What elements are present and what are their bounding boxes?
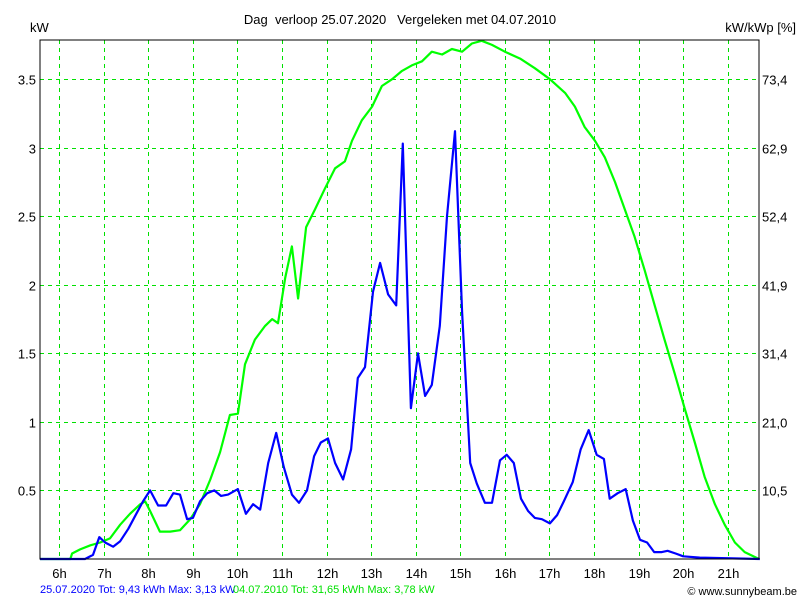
y2-tick-label: 62,9 bbox=[762, 142, 787, 157]
y2-tick-label: 41,9 bbox=[762, 279, 787, 294]
y2-tick-label: 52,4 bbox=[762, 210, 787, 225]
x-tick-label: 14h bbox=[406, 566, 428, 581]
y2-tick-label: 21,0 bbox=[762, 416, 787, 431]
y2-tick-label: 31,4 bbox=[762, 347, 787, 362]
footer-series2: 04.07.2010 Tot: 31,65 kWh Max: 3,78 kW bbox=[233, 584, 435, 596]
x-tick-label: 8h bbox=[141, 566, 155, 581]
x-tick-label: 13h bbox=[361, 566, 383, 581]
x-tick-label: 11h bbox=[272, 566, 293, 581]
footer-series1: 25.07.2020 Tot: 9,43 kWh Max: 3,13 kW bbox=[40, 584, 236, 596]
x-tick-label: 20h bbox=[673, 566, 695, 581]
x-tick-label: 21h bbox=[718, 566, 740, 581]
x-tick-label: 18h bbox=[584, 566, 606, 581]
x-tick-label: 19h bbox=[629, 566, 651, 581]
x-tick-label: 10h bbox=[227, 566, 249, 581]
y-tick-label: 0.5 bbox=[18, 484, 36, 499]
x-tick-label: 16h bbox=[495, 566, 517, 581]
series-line-25.07.2020 bbox=[40, 130, 760, 561]
y-tick-label: 2.5 bbox=[18, 210, 36, 225]
series-line-04.07.2010 bbox=[40, 39, 760, 561]
x-tick-label: 7h bbox=[97, 566, 111, 581]
plot-frame bbox=[39, 39, 760, 560]
y-tick-label: 2 bbox=[29, 279, 36, 294]
series-lines bbox=[40, 39, 760, 561]
y-tick-label: 3 bbox=[29, 142, 36, 157]
y-tick-label: 1 bbox=[29, 416, 36, 431]
copyright: © www.sunnybeam.be bbox=[687, 586, 797, 598]
grid bbox=[40, 40, 759, 559]
x-tick-label: 17h bbox=[539, 566, 561, 581]
y-tick-label: 1.5 bbox=[18, 347, 36, 362]
y2-tick-label: 73,4 bbox=[762, 73, 787, 88]
tick-labels: 6h 7h 8h 9h 10h 11h 12h 13h 14h 15h 16h 17h 18h 19h 20… bbox=[18, 73, 787, 582]
x-tick-label: 12h bbox=[317, 566, 339, 581]
x-tick-label: 9h bbox=[186, 566, 200, 581]
chart-title: Dag verloop 25.07.2020 Vergeleken met 04… bbox=[244, 12, 556, 27]
y2-axis-label: kW/kWp [%] bbox=[725, 20, 796, 35]
x-tick-label: 6h bbox=[52, 566, 66, 581]
y-axis-label: kW bbox=[30, 20, 50, 35]
x-tick-label: 15h bbox=[450, 566, 472, 581]
y-tick-label: 3.5 bbox=[18, 73, 36, 88]
y2-tick-label: 10,5 bbox=[762, 484, 787, 499]
